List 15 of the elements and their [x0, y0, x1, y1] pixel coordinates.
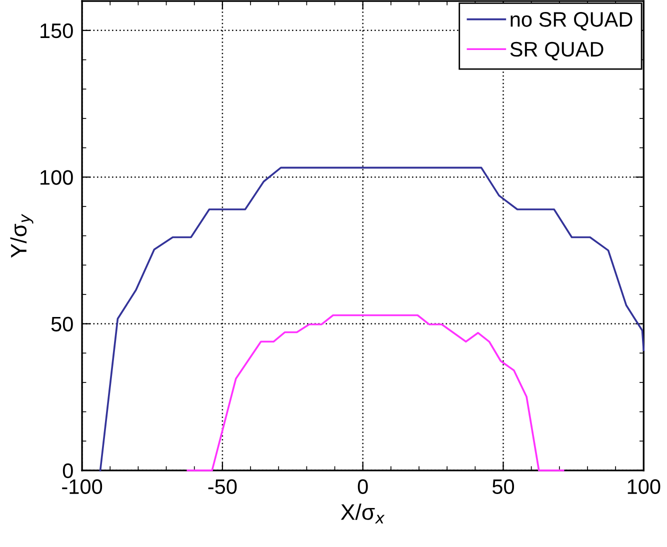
x-tick-label: 0	[358, 479, 368, 494]
x-tick-label: 50	[492, 479, 514, 494]
y-tick-label: 50	[51, 316, 73, 332]
y-axis-title: Y/σ$_{y}$	[10, 214, 34, 258]
y-tick-label: 0	[62, 463, 73, 478]
legend-label: no SR QUAD	[510, 12, 632, 31]
y-tick-label: 150	[40, 23, 73, 38]
line-series	[186, 314, 564, 472]
x-tick-label: 100	[628, 479, 660, 494]
x-tick-label: -50	[208, 479, 237, 494]
legend-label: SR QUAD	[510, 42, 604, 60]
x-axis-title: X/σ$_{x}$	[340, 504, 385, 524]
x-tick-label: -100	[62, 479, 102, 494]
line-series	[99, 166, 645, 472]
y-tick-label: 100	[40, 170, 73, 185]
